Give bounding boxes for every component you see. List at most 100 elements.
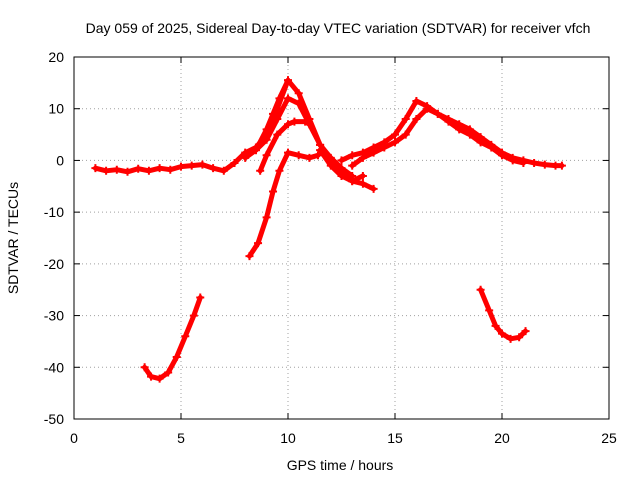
data-point [209,164,218,173]
y-tick-label: 20 [48,49,64,65]
data-point [181,332,190,341]
data-point [245,252,254,261]
data-point [273,130,282,139]
x-tick-labels: 0 5 10 15 20 25 [70,430,617,446]
data-point [290,117,299,126]
y-tick-label: -30 [44,308,64,324]
data-point [305,120,314,129]
series-line-low-arc-right [478,287,528,342]
data-point [369,184,378,193]
data-point [166,165,175,174]
y-tick-label: -20 [44,256,64,272]
series-line-baseline [92,77,291,175]
data-point [254,239,263,248]
data-point [187,161,196,170]
data-point [275,94,284,103]
data-point [198,160,207,169]
data-point [275,166,284,175]
x-axis-label: GPS time / hours [287,457,394,473]
data-point [348,151,357,160]
x-tick-label: 10 [280,430,296,446]
data-point [487,143,496,152]
data-point [134,164,143,173]
data-point [521,327,530,336]
series-line-low-arc-left [142,295,203,382]
y-axis-label: SDTVAR / TECUs [5,182,21,294]
data-point [102,166,111,175]
data-point [540,160,549,169]
y-tick-label: -50 [44,411,64,427]
chart-title: Day 059 of 2025, Sidereal Day-to-day VTE… [86,20,591,36]
data-point [380,143,389,152]
data-point [294,99,303,108]
y-tick-labels: 20 10 0 -10 -20 -30 -40 -50 [44,49,64,427]
data-point [112,165,121,174]
grid-layer [74,57,609,419]
data-point [337,156,346,165]
data-point [401,115,410,124]
data-point [485,306,494,315]
data-point [401,130,410,139]
data-point [423,104,432,113]
data-point [326,161,335,170]
y-tick-label: 0 [56,152,64,168]
plot-frame [73,56,610,420]
series-line-peak-2 [253,95,355,179]
series-layer [91,76,566,383]
data-point [196,293,205,302]
series-low-arc-right [476,285,530,343]
data-point [476,138,485,147]
data-point [498,329,506,338]
data-point [301,117,310,126]
data-point [284,148,292,157]
data-point [498,151,506,160]
data-point [251,146,260,155]
data-point [506,334,515,343]
data-point [391,138,399,147]
data-point [358,153,367,162]
data-point [269,187,278,196]
y-tick-label: 10 [48,101,64,117]
data-point [305,153,314,162]
data-point [557,161,566,170]
data-point [189,311,198,320]
data-point [294,151,303,160]
data-point [491,321,500,330]
data-point [465,130,474,139]
series-low-arc-left [140,293,205,383]
data-point [316,146,325,155]
ticks-layer [73,56,610,420]
data-point [294,89,303,98]
y-tick-label: -10 [44,204,64,220]
data-point [412,115,421,124]
data-point [155,374,164,383]
data-point [155,164,164,173]
data-point [177,162,185,171]
data-point [519,159,528,168]
series-line-second-peak [339,98,565,169]
data-point [476,285,485,294]
data-point [256,166,265,175]
data-point [284,120,292,129]
data-point [262,151,271,160]
data-point [284,94,292,103]
x-tick-label: 25 [601,430,617,446]
data-point [337,171,346,180]
data-point [147,372,156,381]
x-tick-label: 15 [387,430,403,446]
series-arc-rise [245,148,322,261]
series-second-peak-b [348,104,528,170]
data-point [144,166,153,175]
data-point [530,159,539,168]
x-tick-label: 5 [177,430,185,446]
data-point [348,161,357,170]
data-point [358,171,367,180]
data-point [172,352,181,361]
data-point [337,164,346,173]
data-point [262,213,271,222]
data-point [230,159,239,168]
data-point [273,115,282,124]
data-point [433,109,442,118]
data-point [369,148,378,157]
